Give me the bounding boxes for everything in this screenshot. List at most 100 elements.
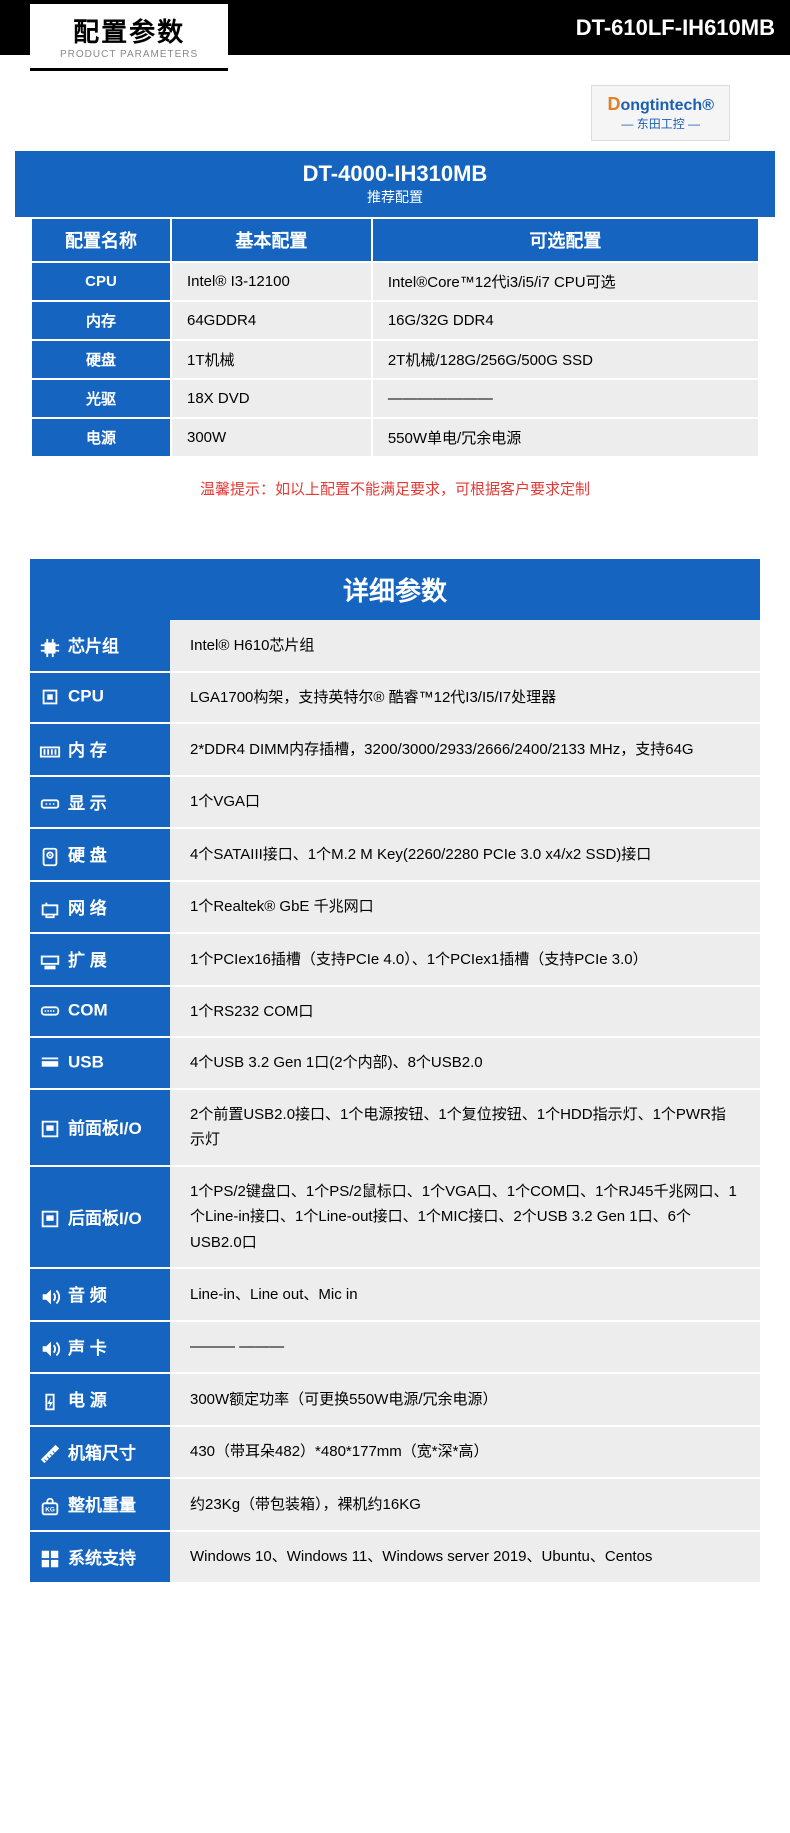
detail-label: COM: [30, 986, 170, 1038]
cfg-basic: 300W: [171, 418, 372, 457]
os-icon: [38, 1548, 62, 1570]
cfg-basic: 18X DVD: [171, 379, 372, 418]
detail-value: 1个PCIex16插槽（支持PCIe 4.0）、1个PCIex1插槽（支持PCI…: [170, 933, 760, 986]
cfg-label: 光驱: [31, 379, 171, 418]
ram-icon: [38, 741, 62, 763]
detail-value: 4个SATAIII接口、1个M.2 M Key(2260/2280 PCIe 3…: [170, 828, 760, 881]
detail-value: Line-in、Line out、Mic in: [170, 1268, 760, 1321]
cfg-optional: ———————: [372, 379, 759, 418]
logo-sub-cn: — 东田工控 —: [607, 115, 714, 132]
port-icon: [38, 1208, 62, 1230]
detail-row: USB 4个USB 3.2 Gen 1口(2个内部)、8个USB2.0: [30, 1037, 760, 1089]
detail-row: CPU LGA1700构架，支持英特尔® 酷睿™12代I3/I5/I7处理器: [30, 672, 760, 724]
col-basic: 基本配置: [171, 218, 372, 262]
detail-row: 芯片组 Intel® H610芯片组: [30, 620, 760, 672]
hdd-icon: [38, 846, 62, 868]
usb-icon: [38, 1052, 62, 1074]
detail-row: 系统支持 Windows 10、Windows 11、Windows serve…: [30, 1531, 760, 1584]
detail-value: 1个VGA口: [170, 776, 760, 829]
detail-label: 声 卡: [30, 1321, 170, 1374]
detail-value: 430（带耳朵482）*480*177mm（宽*深*高）: [170, 1426, 760, 1479]
detail-label: 音 频: [30, 1268, 170, 1321]
detail-label: KG整机重量: [30, 1478, 170, 1531]
config-header-row: 配置名称 基本配置 可选配置: [31, 218, 759, 262]
cfg-optional: Intel®Core™12代i3/i5/i7 CPU可选: [372, 262, 759, 301]
config-model: DT-4000-IH310MB: [25, 161, 765, 187]
section-title-cn: 配置参数: [60, 12, 198, 49]
detail-label: USB: [30, 1037, 170, 1089]
config-row: 光驱 18X DVD ———————: [31, 379, 759, 418]
detail-label: 前面板I/O: [30, 1089, 170, 1166]
detail-row: 硬 盘 4个SATAIII接口、1个M.2 M Key(2260/2280 PC…: [30, 828, 760, 881]
detail-label: 芯片组: [30, 620, 170, 672]
chip-icon: [38, 637, 62, 659]
config-sub: 推荐配置: [25, 187, 765, 207]
warm-tip: 温馨提示：如以上配置不能满足要求，可根据客户要求定制: [0, 458, 790, 519]
exp-icon: [38, 951, 62, 973]
detail-label: CPU: [30, 672, 170, 724]
detail-value: Intel® H610芯片组: [170, 620, 760, 672]
cfg-basic: Intel® I3-12100: [171, 262, 372, 301]
size-icon: [38, 1443, 62, 1465]
cfg-basic: 64GDDR4: [171, 301, 372, 340]
detail-value: ——— ———: [170, 1321, 760, 1374]
audio-icon: [38, 1338, 62, 1360]
svg-text:KG: KG: [45, 1506, 55, 1513]
detail-row: 声 卡 ——— ———: [30, 1321, 760, 1374]
detail-value: 约23Kg（带包装箱），裸机约16KG: [170, 1478, 760, 1531]
detail-value: LGA1700构架，支持英特尔® 酷睿™12代I3/I5/I7处理器: [170, 672, 760, 724]
detail-row: 前面板I/O 2个前置USB2.0接口、1个电源按钮、1个复位按钮、1个HDD指…: [30, 1089, 760, 1166]
detail-row: 后面板I/O 1个PS/2键盘口、1个PS/2鼠标口、1个VGA口、1个COM口…: [30, 1166, 760, 1269]
detail-value: 300W额定功率（可更换550W电源/冗余电源）: [170, 1373, 760, 1426]
power-icon: [38, 1391, 62, 1413]
weight-icon: KG: [38, 1496, 62, 1518]
config-row: 硬盘 1T机械 2T机械/128G/256G/500G SSD: [31, 340, 759, 379]
detail-row: 内 存 2*DDR4 DIMM内存插槽，3200/3000/2933/2666/…: [30, 723, 760, 776]
detail-value: 1个Realtek® GbE 千兆网口: [170, 881, 760, 934]
vga-icon: [38, 793, 62, 815]
col-optional: 可选配置: [372, 218, 759, 262]
config-table: 配置名称 基本配置 可选配置 CPU Intel® I3-12100 Intel…: [30, 217, 760, 458]
cfg-optional: 2T机械/128G/256G/500G SSD: [372, 340, 759, 379]
detail-row: 扩 展 1个PCIex16插槽（支持PCIe 4.0）、1个PCIex1插槽（支…: [30, 933, 760, 986]
detail-label: 显 示: [30, 776, 170, 829]
detail-row: 显 示 1个VGA口: [30, 776, 760, 829]
section-title-en: PRODUCT PARAMETERS: [60, 49, 198, 60]
detail-label: 内 存: [30, 723, 170, 776]
config-row: 电源 300W 550W单电/冗余电源: [31, 418, 759, 457]
detail-value: 2个前置USB2.0接口、1个电源按钮、1个复位按钮、1个HDD指示灯、1个PW…: [170, 1089, 760, 1166]
detail-value: 1个PS/2键盘口、1个PS/2鼠标口、1个VGA口、1个COM口、1个RJ45…: [170, 1166, 760, 1269]
brand-logo: Dongtintech® — 东田工控 —: [591, 85, 730, 141]
section-title-box: 配置参数 PRODUCT PARAMETERS: [30, 4, 228, 71]
com-icon: [38, 1000, 62, 1022]
logo-reg: ®: [702, 97, 714, 114]
col-name: 配置名称: [31, 218, 171, 262]
detail-row: 机箱尺寸 430（带耳朵482）*480*177mm（宽*深*高）: [30, 1426, 760, 1479]
cfg-label: 硬盘: [31, 340, 171, 379]
detail-row: 电 源 300W额定功率（可更换550W电源/冗余电源）: [30, 1373, 760, 1426]
logo-prefix: D: [607, 94, 620, 114]
cpu-icon: [38, 686, 62, 708]
detail-row: COM 1个RS232 COM口: [30, 986, 760, 1038]
cfg-basic: 1T机械: [171, 340, 372, 379]
detail-row: 音 频 Line-in、Line out、Mic in: [30, 1268, 760, 1321]
detail-label: 硬 盘: [30, 828, 170, 881]
detail-label: 后面板I/O: [30, 1166, 170, 1269]
detail-label: 扩 展: [30, 933, 170, 986]
detail-label: 网 络: [30, 881, 170, 934]
detail-table: 芯片组 Intel® H610芯片组CPU LGA1700构架，支持英特尔® 酷…: [30, 620, 760, 1584]
detail-value: 2*DDR4 DIMM内存插槽，3200/3000/2933/2666/2400…: [170, 723, 760, 776]
detail-row: KG整机重量 约23Kg（带包装箱），裸机约16KG: [30, 1478, 760, 1531]
audio-icon: [38, 1286, 62, 1308]
logo-name: ongtintech: [620, 97, 702, 114]
detail-title: 详细参数: [30, 559, 760, 620]
cfg-label: CPU: [31, 262, 171, 301]
detail-value: 4个USB 3.2 Gen 1口(2个内部)、8个USB2.0: [170, 1037, 760, 1089]
detail-label: 电 源: [30, 1373, 170, 1426]
config-row: CPU Intel® I3-12100 Intel®Core™12代i3/i5/…: [31, 262, 759, 301]
detail-label: 系统支持: [30, 1531, 170, 1584]
cfg-label: 内存: [31, 301, 171, 340]
detail-row: 网 络 1个Realtek® GbE 千兆网口: [30, 881, 760, 934]
detail-value: 1个RS232 COM口: [170, 986, 760, 1038]
port-icon: [38, 1118, 62, 1140]
